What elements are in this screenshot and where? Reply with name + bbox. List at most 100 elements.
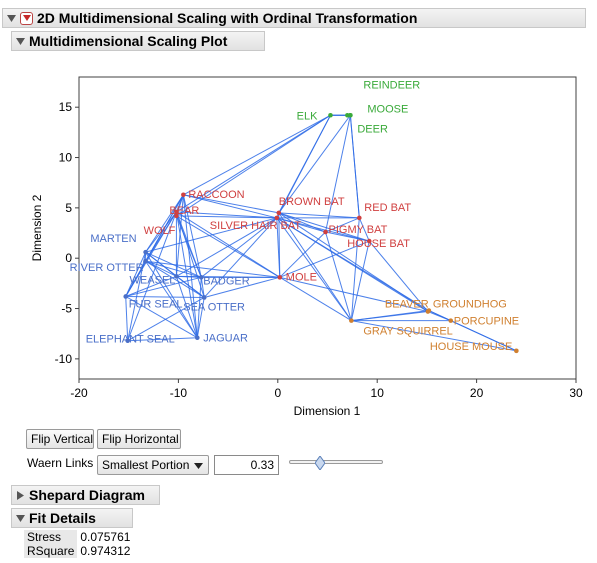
x-axis-label: Dimension 1 bbox=[294, 404, 361, 418]
waern-link-line bbox=[196, 297, 205, 338]
data-point bbox=[194, 335, 200, 341]
fit-details-table: Stress 0.075761 RSquare 0.974312 bbox=[24, 530, 133, 558]
data-point bbox=[349, 318, 354, 323]
x-tick-label: 30 bbox=[569, 386, 583, 400]
point-label: RIVER OTTER bbox=[70, 262, 144, 274]
waern-links-select[interactable]: Smallest Portion bbox=[97, 455, 209, 475]
table-row: Stress 0.075761 bbox=[24, 530, 133, 544]
data-point bbox=[357, 215, 362, 221]
waern-link-line bbox=[125, 251, 147, 297]
point-label: BEAR bbox=[169, 205, 199, 217]
point-label: SEA OTTER bbox=[183, 301, 245, 313]
waern-link-line bbox=[349, 115, 360, 218]
waern-link-line bbox=[145, 194, 184, 253]
red-triangle-menu-icon[interactable] bbox=[20, 11, 33, 25]
point-label: WOLF bbox=[144, 225, 176, 237]
waern-slider[interactable] bbox=[289, 455, 383, 471]
x-tick-label: -10 bbox=[170, 386, 188, 400]
point-label: DEER bbox=[357, 123, 388, 135]
data-point bbox=[181, 192, 186, 198]
fit-stat-value: 0.075761 bbox=[80, 530, 131, 544]
collapse-triangle-icon[interactable] bbox=[14, 512, 26, 524]
data-point bbox=[274, 215, 280, 221]
waern-link-line bbox=[145, 251, 202, 278]
waern-value-input[interactable]: 0.33 bbox=[214, 455, 279, 475]
data-point bbox=[174, 209, 179, 215]
waern-link-line bbox=[145, 260, 198, 339]
waern-links-label: Waern Links bbox=[27, 456, 94, 470]
waern-link-line bbox=[176, 114, 331, 213]
fit-stat-value: 0.974312 bbox=[80, 544, 131, 558]
y-tick-label: 0 bbox=[65, 251, 72, 265]
waern-link-line bbox=[145, 260, 177, 277]
waern-link-line bbox=[125, 295, 205, 298]
expand-triangle-icon[interactable] bbox=[14, 489, 26, 501]
waern-link-line bbox=[276, 115, 331, 219]
waern-link-line bbox=[176, 275, 202, 278]
x-tick-label: -20 bbox=[70, 386, 88, 400]
waern-link-line bbox=[200, 277, 205, 298]
report-header[interactable]: 2D Multidimensional Scaling with Ordinal… bbox=[2, 8, 586, 28]
waern-link-line bbox=[183, 194, 279, 214]
y-axis-label: Dimension 2 bbox=[30, 194, 44, 261]
waern-link-line bbox=[204, 276, 280, 298]
flip-vertical-button[interactable]: Flip Vertical bbox=[26, 429, 94, 449]
point-label: ELK bbox=[297, 110, 318, 122]
data-point bbox=[426, 308, 432, 313]
waern-link-line bbox=[351, 320, 517, 352]
point-label: BROWN BAT bbox=[279, 196, 345, 208]
waern-link-line bbox=[176, 211, 281, 278]
waern-link-line bbox=[176, 211, 277, 219]
shepard-diagram-header[interactable]: Shepard Diagram bbox=[11, 485, 160, 505]
plot-section-header[interactable]: Multidimensional Scaling Plot bbox=[11, 31, 265, 51]
waern-link-line bbox=[325, 115, 351, 233]
shepard-diagram-title: Shepard Diagram bbox=[29, 487, 145, 503]
slider-thumb[interactable] bbox=[315, 456, 326, 470]
waern-link-line bbox=[203, 217, 278, 298]
waern-link-line bbox=[175, 211, 198, 338]
waern-links-selected-value: Smallest Portion bbox=[102, 458, 190, 472]
waern-link-line bbox=[276, 217, 281, 278]
data-point bbox=[348, 112, 353, 118]
x-tick-label: 20 bbox=[470, 386, 484, 400]
collapse-triangle-icon[interactable] bbox=[14, 35, 26, 47]
waern-link-line bbox=[145, 260, 280, 278]
waern-link-line bbox=[279, 231, 326, 278]
point-label: MOOSE bbox=[367, 103, 408, 115]
point-label: GROUNDHOG bbox=[433, 299, 507, 311]
y-tick-label: 10 bbox=[59, 151, 73, 165]
waern-link-line bbox=[351, 310, 429, 322]
collapse-triangle-icon[interactable] bbox=[5, 12, 17, 24]
waern-link-line bbox=[278, 212, 352, 321]
fit-stat-name: Stress bbox=[24, 530, 78, 544]
waern-link-line bbox=[145, 260, 205, 298]
fit-details-header[interactable]: Fit Details bbox=[11, 508, 133, 528]
waern-link-line bbox=[200, 217, 278, 278]
waern-link-line bbox=[325, 217, 360, 233]
y-tick-label: -5 bbox=[61, 302, 72, 316]
waern-link-line bbox=[278, 114, 351, 214]
waern-link-line bbox=[278, 212, 326, 233]
y-tick-label: 15 bbox=[59, 100, 73, 114]
y-tick-label: 5 bbox=[65, 201, 72, 215]
data-point bbox=[328, 112, 333, 118]
waern-link-line bbox=[325, 231, 370, 242]
waern-link-line bbox=[368, 240, 429, 312]
data-point bbox=[143, 258, 148, 264]
waern-link-line bbox=[176, 275, 280, 278]
point-label: HOUSE MOUSE bbox=[430, 341, 513, 353]
waern-link-line bbox=[127, 211, 177, 341]
waern-link-line bbox=[145, 211, 177, 253]
waern-link-line bbox=[276, 217, 352, 321]
waern-link-line bbox=[183, 114, 331, 196]
data-point bbox=[366, 238, 372, 244]
point-label: BADGER bbox=[203, 275, 250, 287]
data-point bbox=[514, 348, 519, 354]
waern-link-line bbox=[176, 275, 205, 298]
waern-link-line bbox=[127, 337, 198, 342]
data-point bbox=[201, 295, 207, 300]
waern-link-line bbox=[350, 217, 360, 321]
plot-section-title: Multidimensional Scaling Plot bbox=[29, 33, 228, 49]
flip-horizontal-button[interactable]: Flip Horizontal bbox=[97, 429, 181, 449]
point-label: PORCUPINE bbox=[454, 316, 519, 328]
